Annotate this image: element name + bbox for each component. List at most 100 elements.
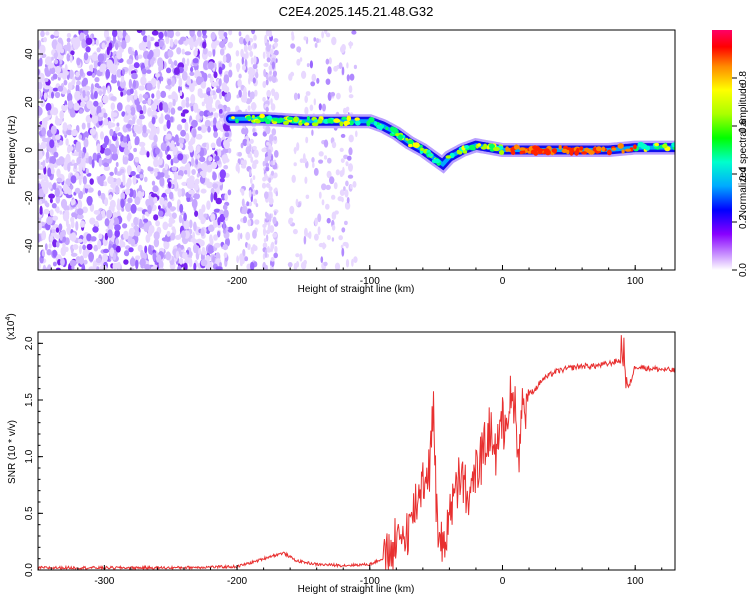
noise-blob bbox=[346, 74, 350, 82]
noise-blob bbox=[177, 153, 184, 161]
noise-blob bbox=[83, 52, 89, 61]
noise-blob bbox=[305, 194, 310, 199]
noise-blob bbox=[39, 57, 43, 67]
noise-blob bbox=[45, 31, 50, 36]
noise-blob bbox=[151, 180, 156, 186]
ridge-hotspot bbox=[654, 142, 660, 147]
noise-blob bbox=[50, 231, 57, 237]
noise-blob bbox=[55, 206, 60, 214]
noise-blob bbox=[133, 216, 139, 227]
noise-blob bbox=[273, 135, 277, 141]
noise-blob bbox=[180, 112, 185, 117]
noise-blob bbox=[146, 82, 153, 91]
noise-blob bbox=[353, 64, 357, 70]
noise-blob bbox=[75, 256, 82, 264]
noise-blob bbox=[170, 107, 176, 115]
noise-blob bbox=[42, 137, 49, 143]
noise-blob bbox=[320, 256, 324, 263]
noise-blob bbox=[221, 82, 228, 92]
noise-blob bbox=[179, 90, 183, 97]
noise-blob bbox=[199, 239, 205, 247]
noise-blob bbox=[38, 173, 44, 180]
noise-blob bbox=[150, 193, 158, 198]
noise-blob bbox=[254, 159, 259, 165]
noise-blob bbox=[74, 187, 81, 194]
noise-blob bbox=[93, 244, 99, 252]
noise-blob bbox=[225, 53, 232, 64]
ridge-hotspot bbox=[536, 148, 544, 153]
noise-blob bbox=[290, 43, 296, 49]
noise-blob bbox=[136, 118, 143, 126]
noise-blob bbox=[82, 187, 86, 195]
noise-blob bbox=[325, 184, 331, 190]
noise-blob bbox=[153, 231, 160, 240]
noise-blob bbox=[67, 188, 73, 195]
ridge-hotspot bbox=[561, 148, 568, 153]
noise-blob bbox=[52, 182, 57, 190]
noise-blob bbox=[40, 99, 46, 107]
noise-blob bbox=[270, 191, 273, 200]
noise-blob bbox=[238, 89, 242, 98]
noise-blob bbox=[207, 244, 214, 254]
noise-blob bbox=[262, 51, 266, 59]
ridge-hotspot bbox=[407, 139, 414, 144]
noise-blob bbox=[166, 154, 172, 161]
noise-blob bbox=[59, 231, 63, 241]
noise-blob bbox=[45, 151, 50, 160]
noise-blob bbox=[321, 31, 324, 39]
noise-blob bbox=[90, 106, 97, 116]
noise-blob bbox=[152, 252, 157, 262]
snr-y-axis: 0.0 0.5 1.0 1.5 2.0 bbox=[24, 336, 43, 577]
ridge-hotspot bbox=[499, 150, 505, 155]
noise-blob bbox=[50, 34, 55, 39]
noise-blob bbox=[110, 102, 116, 111]
noise-blob bbox=[121, 111, 126, 117]
noise-blob bbox=[131, 72, 138, 80]
ridge-hotspot bbox=[558, 145, 562, 150]
noise-blob bbox=[212, 46, 216, 57]
noise-blob bbox=[266, 141, 270, 146]
noise-blob bbox=[172, 98, 176, 107]
noise-blob bbox=[342, 107, 348, 115]
noise-blob bbox=[294, 146, 297, 155]
noise-blob bbox=[169, 206, 176, 212]
ridge-hotspot bbox=[586, 148, 592, 154]
noise-blob bbox=[323, 139, 329, 148]
ridge-hotspot bbox=[462, 150, 468, 154]
noise-blob bbox=[321, 183, 327, 191]
ridge-hotspot bbox=[431, 159, 439, 164]
ridge-hotspot bbox=[601, 146, 606, 152]
noise-blob bbox=[302, 157, 308, 164]
noise-blob bbox=[309, 104, 314, 111]
noise-blob bbox=[214, 155, 220, 162]
noise-blob bbox=[329, 176, 335, 185]
noise-blob bbox=[268, 76, 273, 82]
noise-blob bbox=[238, 36, 245, 45]
noise-blob bbox=[190, 66, 194, 73]
noise-blob bbox=[236, 255, 240, 264]
noise-blob bbox=[147, 53, 153, 60]
noise-blob bbox=[291, 174, 296, 183]
noise-blob bbox=[197, 36, 202, 43]
noise-blob bbox=[151, 93, 155, 99]
noise-blob bbox=[143, 223, 149, 232]
noise-blob bbox=[237, 79, 242, 88]
noise-blob bbox=[102, 248, 110, 254]
ridge-hotspot bbox=[606, 149, 612, 156]
noise-blob bbox=[247, 219, 252, 227]
noise-blob bbox=[59, 210, 63, 215]
snr-x-axis: -300 -200 -100 0 100 bbox=[50, 565, 663, 587]
noise-blob bbox=[212, 183, 219, 189]
noise-blob bbox=[204, 119, 211, 128]
noise-blob bbox=[76, 57, 81, 66]
noise-blob bbox=[126, 94, 131, 103]
colorbar: 0.0 0.2 0.4 0.6 0.8 Normalized spectral ampl… bbox=[712, 30, 749, 277]
noise-blob bbox=[43, 91, 48, 101]
noise-blob bbox=[138, 115, 145, 120]
noise-blob bbox=[49, 67, 56, 75]
noise-blob bbox=[173, 67, 180, 75]
noise-blob bbox=[172, 146, 178, 153]
noise-blob bbox=[241, 56, 244, 65]
spectrogram-y-tick-label: 0 bbox=[24, 147, 35, 153]
noise-blob bbox=[93, 100, 99, 107]
